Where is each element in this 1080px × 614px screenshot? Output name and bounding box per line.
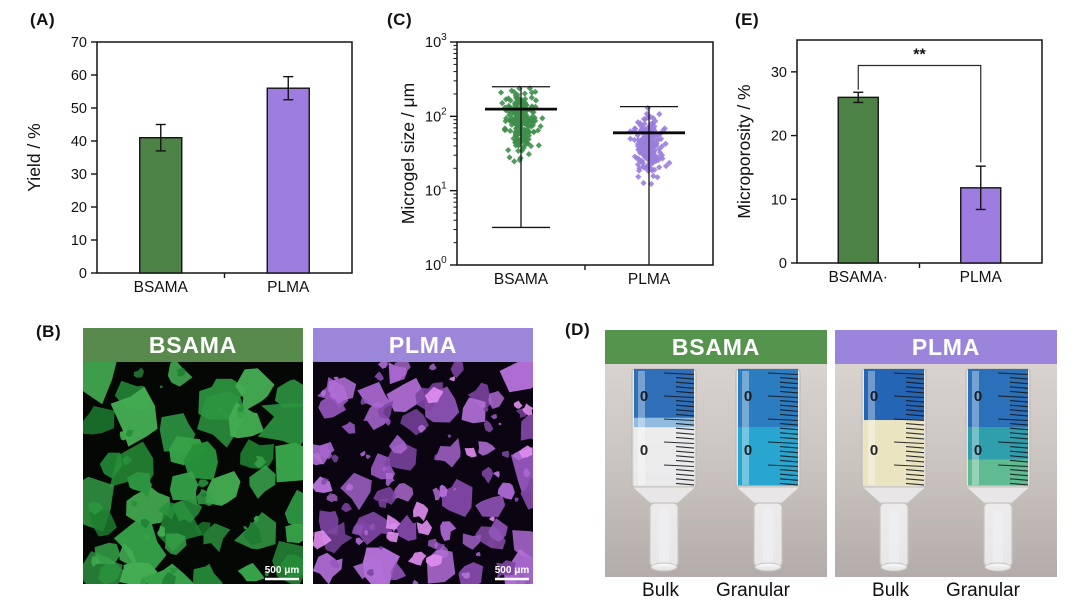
svg-text:BSAMA: BSAMA bbox=[134, 279, 189, 296]
svg-text:500 μm: 500 μm bbox=[495, 565, 530, 576]
svg-text:60: 60 bbox=[71, 68, 87, 84]
plma-syringe-labels: Bulk Granular bbox=[835, 579, 1057, 603]
bulk-label: Bulk bbox=[872, 580, 909, 601]
bsama-bulk-syringe: 00 bbox=[630, 368, 697, 572]
svg-text:0: 0 bbox=[639, 442, 647, 459]
bulk-label: Bulk bbox=[642, 580, 679, 601]
panel-label-c: (C) bbox=[387, 10, 413, 29]
svg-text:PLMA: PLMA bbox=[628, 271, 671, 288]
svg-text:30: 30 bbox=[71, 167, 87, 183]
microgel-size-scatter-chart: 100 101 102 103 Microgel size / μm BSAMA PLMA bbox=[398, 32, 714, 288]
panel-b-plma-card: PLMA 500 μm bbox=[313, 328, 533, 584]
panel-label-e: (E) bbox=[735, 10, 760, 29]
bsama-syringe-header: BSAMA bbox=[605, 330, 827, 364]
svg-text:102: 102 bbox=[425, 106, 447, 125]
svg-text:**: ** bbox=[913, 46, 926, 63]
svg-text:70: 70 bbox=[71, 35, 87, 51]
svg-text:103: 103 bbox=[425, 32, 447, 51]
bsama-syringe-labels: Bulk Granular bbox=[605, 579, 827, 603]
svg-text:20: 20 bbox=[71, 200, 87, 216]
svg-text:0: 0 bbox=[744, 388, 752, 405]
plma-granular-syringe: 00 bbox=[964, 368, 1032, 572]
svg-text:0: 0 bbox=[974, 442, 982, 459]
svg-text:0: 0 bbox=[974, 388, 982, 405]
granular-label: Granular bbox=[946, 580, 1020, 601]
svg-text:0: 0 bbox=[79, 266, 87, 282]
svg-text:PLMA: PLMA bbox=[267, 279, 310, 296]
svg-text:0: 0 bbox=[639, 388, 647, 405]
panel-label-b: (B) bbox=[36, 322, 62, 341]
panel-b-bsama-card: BSAMA 500 μm bbox=[83, 328, 303, 584]
svg-text:BSAMA: BSAMA bbox=[494, 271, 549, 288]
svg-text:Microporosity / %: Microporosity / % bbox=[734, 84, 754, 218]
panel-label-a: (A) bbox=[30, 10, 56, 29]
panel-label-d: (D) bbox=[565, 320, 591, 339]
svg-text:10: 10 bbox=[771, 192, 787, 208]
yield-bar-chart: 0 10 20 30 40 50 60 70 Yield / % BSAMA PLMA bbox=[24, 35, 353, 296]
svg-text:Yield / %: Yield / % bbox=[24, 123, 44, 191]
microporosity-bar-chart: 0 10 20 30 Microporosity / % BSAMA· PLMA ** bbox=[734, 39, 1043, 286]
granular-label: Granular bbox=[716, 580, 790, 601]
bsama-image-header: BSAMA bbox=[83, 328, 303, 362]
plma-image-header: PLMA bbox=[313, 328, 533, 362]
svg-text:0: 0 bbox=[779, 256, 787, 272]
bsama-granular-syringe: 00 bbox=[734, 368, 802, 572]
bsama-fluorescence-image: 500 μm bbox=[83, 362, 303, 584]
svg-text:500 μm: 500 μm bbox=[265, 565, 300, 576]
svg-text:20: 20 bbox=[771, 129, 787, 145]
svg-text:0: 0 bbox=[744, 442, 752, 459]
svg-text:100: 100 bbox=[425, 255, 447, 274]
svg-text:101: 101 bbox=[425, 181, 447, 200]
svg-text:0: 0 bbox=[869, 388, 877, 405]
plma-bulk-syringe: 00 bbox=[860, 368, 927, 572]
svg-text:PLMA: PLMA bbox=[960, 269, 1003, 286]
svg-text:10: 10 bbox=[71, 233, 87, 249]
svg-text:BSAMA·: BSAMA· bbox=[829, 269, 888, 286]
svg-text:30: 30 bbox=[771, 65, 787, 81]
plma-fluorescence-image: 500 μm bbox=[313, 362, 533, 584]
svg-text:40: 40 bbox=[71, 134, 87, 150]
svg-text:50: 50 bbox=[71, 101, 87, 117]
plma-syringe-header: PLMA bbox=[835, 330, 1057, 364]
svg-text:Microgel size / μm: Microgel size / μm bbox=[398, 83, 418, 224]
svg-text:0: 0 bbox=[869, 442, 877, 459]
